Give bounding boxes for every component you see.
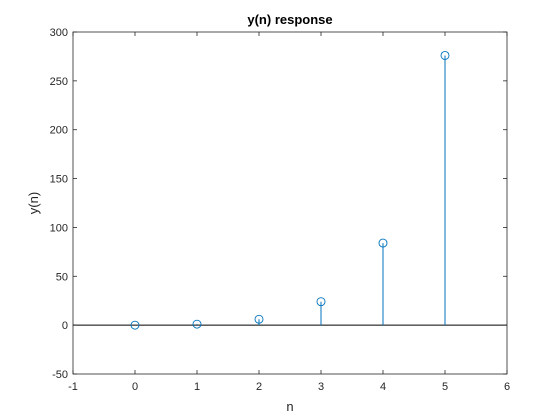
y-tick-label: 200	[50, 125, 68, 137]
plot-area	[72, 31, 508, 375]
y-tick-label: 150	[50, 174, 68, 186]
stem-marker	[192, 319, 202, 329]
x-tick-label: -1	[68, 381, 78, 393]
x-tick-label: 0	[132, 381, 138, 393]
y-tick-label: 250	[50, 76, 68, 88]
stem-marker	[254, 314, 264, 324]
x-tick-label: 4	[380, 381, 386, 393]
x-tick-label: 2	[256, 381, 262, 393]
chart-title: y(n) response	[247, 12, 332, 27]
y-tick-label: 100	[50, 222, 68, 234]
y-tick-label: -50	[52, 369, 68, 381]
stem-marker	[440, 51, 450, 60]
y-axis-label: y(n)	[26, 192, 41, 214]
stem-marker	[130, 320, 140, 330]
axis-ticks: -1 0 1 2 3 4 5 6 -50 0 50 100 150 200 250 300	[50, 27, 510, 393]
y-tick-label: 50	[56, 271, 68, 283]
plot-frame	[72, 31, 508, 375]
x-tick-label: 3	[318, 381, 324, 393]
x-tick-label: 5	[442, 381, 448, 393]
x-tick-label: 6	[504, 381, 510, 393]
x-tick-label: 1	[194, 381, 200, 393]
x-axis-label: n	[286, 399, 293, 414]
stem-marker	[316, 297, 326, 307]
y-tick-label: 0	[62, 320, 68, 332]
stem-marker	[378, 238, 388, 248]
y-tick-label: 300	[50, 27, 68, 39]
